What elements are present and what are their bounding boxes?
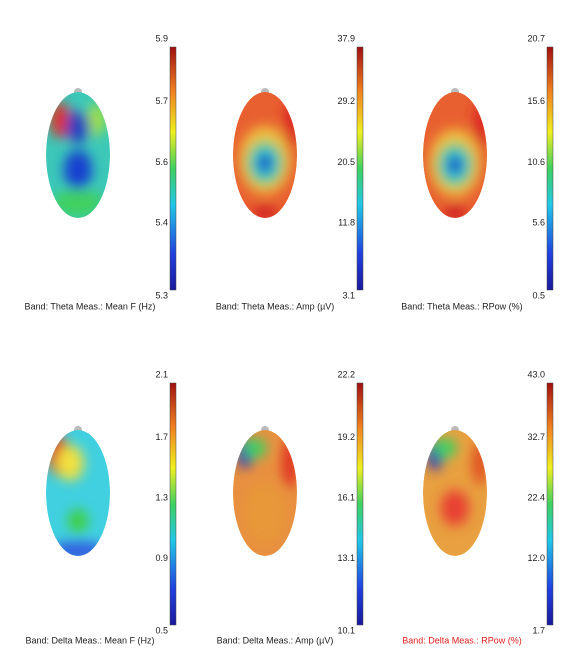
colorbar-tick-label: 5.7 [155,96,168,106]
head-region [258,154,272,172]
head-region [66,111,90,143]
colorbar-tick-label: 1.7 [532,625,545,635]
colorbar-tick-label: 22.2 [337,369,355,379]
colorbar [546,46,554,291]
colorbar-tick-label: 10.6 [527,157,545,167]
colorbar-tick-label: 10.1 [337,625,355,635]
head-map [233,92,297,218]
head-blobs [50,102,106,217]
colorbar-tick-label: 5.9 [155,33,168,43]
colorbar-tick-label: 29.2 [337,96,355,106]
head-region [433,438,457,458]
colorbar-tick-label: 1.7 [155,432,168,442]
colorbar-tick-label: 5.6 [532,218,545,228]
colorbar-tick-label: 37.9 [337,33,355,43]
colorbar-tick-label: 0.5 [532,290,545,300]
colorbar-tick-label: 3.1 [342,290,355,300]
colorbar-tick-label: 5.3 [155,290,168,300]
head-region [86,104,106,136]
colorbar-tick-label: 0.9 [155,553,168,563]
colorbar-tick-label: 16.1 [337,492,355,502]
colorbar-tick-label: 20.7 [527,33,545,43]
head-map [233,430,297,556]
colorbar-tick-label: 20.5 [337,157,355,167]
head-region [253,205,277,218]
head-region [245,483,285,543]
head-map [46,430,110,556]
colorbar [356,46,364,291]
colorbar-tick-label: 5.6 [155,157,168,167]
colorbar-tick-label: 43.0 [527,369,545,379]
head-blobs [237,438,297,543]
head-region [448,156,462,174]
colorbar-tick-label: 1.3 [155,492,168,502]
colorbar-tick-label: 11.8 [338,218,355,228]
colorbar [169,382,177,626]
head-region [443,205,467,218]
colorbar-tick-label: 2.1 [155,369,168,379]
colorbar-tick-label: 15.6 [527,96,545,106]
head-map [423,92,487,218]
panel-caption: Band: Theta Meas.: RPow (%) [401,301,522,311]
head-region [56,445,84,481]
colorbar [169,46,177,291]
colorbar-tick-label: 32.7 [527,432,545,442]
colorbar-tick-label: 12.0 [527,553,545,563]
head-region [282,438,297,488]
colorbar [356,382,364,626]
head-blobs [427,438,487,526]
head-region [243,438,267,458]
panel-caption: Band: Theta Meas.: Mean F (Hz) [25,301,156,311]
panel-caption: Band: Theta Meas.: Amp (µV) [216,301,335,311]
head-region [64,150,92,190]
head-region [441,490,469,526]
colorbar-tick-label: 19.2 [337,432,355,442]
panel-caption: Band: Delta Meas.: Mean F (Hz) [25,635,154,645]
colorbar [546,382,554,626]
colorbar-tick-label: 22.4 [527,492,545,502]
colorbar-tick-label: 5.4 [155,218,168,228]
colorbar-tick-label: 13.1 [337,553,355,563]
head-region [284,100,297,150]
head-region [474,100,487,150]
head-region [472,441,487,485]
head-map [423,430,487,556]
head-region [68,509,88,533]
colorbar-tick-label: 0.5 [155,625,168,635]
panel-caption: Band: Delta Meas.: RPow (%) [402,635,522,645]
head-region [52,189,104,217]
head-map [46,92,110,218]
head-region [50,541,106,556]
panel-caption: Band: Delta Meas.: Amp (µV) [217,635,334,645]
